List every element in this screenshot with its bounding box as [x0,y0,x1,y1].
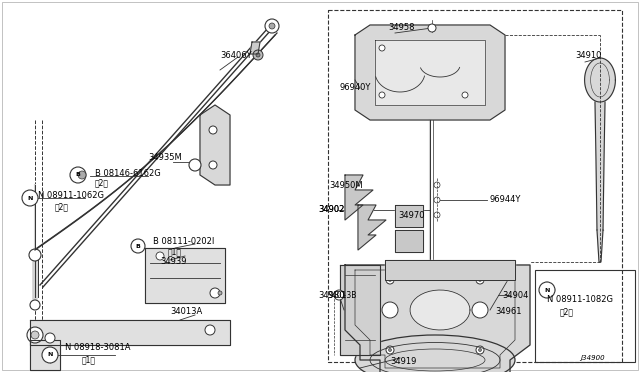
Polygon shape [345,265,530,372]
Text: 34939: 34939 [160,257,186,266]
Circle shape [388,279,392,282]
Circle shape [209,161,217,169]
Text: 34980: 34980 [318,291,344,299]
Circle shape [386,276,394,284]
Circle shape [476,276,484,284]
Text: 34910: 34910 [575,51,602,60]
Circle shape [253,50,263,60]
Circle shape [539,282,555,298]
Circle shape [382,302,398,318]
Circle shape [210,288,220,298]
Text: 34013B: 34013B [327,291,356,299]
Text: N: N [47,353,52,357]
Circle shape [388,349,392,352]
Text: B: B [136,244,140,248]
Circle shape [256,53,260,57]
Polygon shape [375,40,485,105]
Text: （2）: （2） [55,202,69,212]
Text: B: B [76,173,81,177]
Polygon shape [385,260,515,280]
Circle shape [334,290,344,300]
Text: N 08911-1082G: N 08911-1082G [547,295,613,305]
Text: N 08911-1062G: N 08911-1062G [38,190,104,199]
Polygon shape [340,265,380,355]
Circle shape [189,159,201,171]
Text: 34904: 34904 [502,291,529,299]
Circle shape [30,300,40,310]
Polygon shape [200,105,230,185]
Text: N: N [544,288,550,292]
Text: B 08111-0202I: B 08111-0202I [153,237,214,246]
Circle shape [462,92,468,98]
Text: （2）: （2） [95,179,109,187]
Circle shape [78,171,86,179]
Circle shape [472,302,488,318]
Text: B 08146-6162G: B 08146-6162G [95,169,161,177]
Text: J34900: J34900 [580,355,605,361]
Circle shape [269,23,275,29]
Text: 34935M: 34935M [148,154,182,163]
Circle shape [209,126,217,134]
Text: 34961: 34961 [495,308,522,317]
Text: 34950M: 34950M [329,180,363,189]
Polygon shape [145,248,225,303]
Polygon shape [355,25,505,120]
Circle shape [27,327,43,343]
Text: 34013A: 34013A [170,308,202,317]
Text: 34902: 34902 [318,205,344,215]
Polygon shape [250,42,260,54]
Text: 34919: 34919 [390,357,417,366]
Circle shape [22,190,38,206]
Circle shape [428,24,436,32]
Polygon shape [30,320,230,345]
Circle shape [42,347,58,363]
Text: 34970: 34970 [398,211,424,219]
Circle shape [386,346,394,354]
Text: 36406Y: 36406Y [220,51,252,60]
Polygon shape [30,340,60,370]
Circle shape [31,331,39,339]
Text: （2）: （2） [560,308,574,317]
Circle shape [479,349,481,352]
Circle shape [379,45,385,51]
Polygon shape [358,205,386,250]
Circle shape [265,19,279,33]
Polygon shape [584,58,616,102]
Polygon shape [597,230,603,260]
Text: （1）: （1） [168,247,182,257]
Circle shape [379,92,385,98]
Circle shape [476,346,484,354]
Polygon shape [595,102,605,230]
Circle shape [29,249,41,261]
Polygon shape [410,290,470,330]
Circle shape [131,239,145,253]
Circle shape [70,167,86,183]
Text: N: N [28,196,33,201]
Text: 34958: 34958 [388,23,415,32]
Ellipse shape [355,335,515,372]
Polygon shape [395,205,423,227]
Bar [328,10,622,362]
Text: 34902: 34902 [318,205,344,215]
Text: N 08918-3081A: N 08918-3081A [65,343,131,353]
Bar [535,270,635,362]
Text: （1）: （1） [82,356,96,365]
Circle shape [45,333,55,343]
Polygon shape [395,230,423,252]
Circle shape [205,325,215,335]
Text: 96940Y: 96940Y [340,83,371,93]
Polygon shape [345,175,373,220]
Circle shape [156,252,164,260]
Circle shape [218,291,222,295]
Text: 96944Y: 96944Y [490,196,522,205]
Circle shape [479,279,481,282]
